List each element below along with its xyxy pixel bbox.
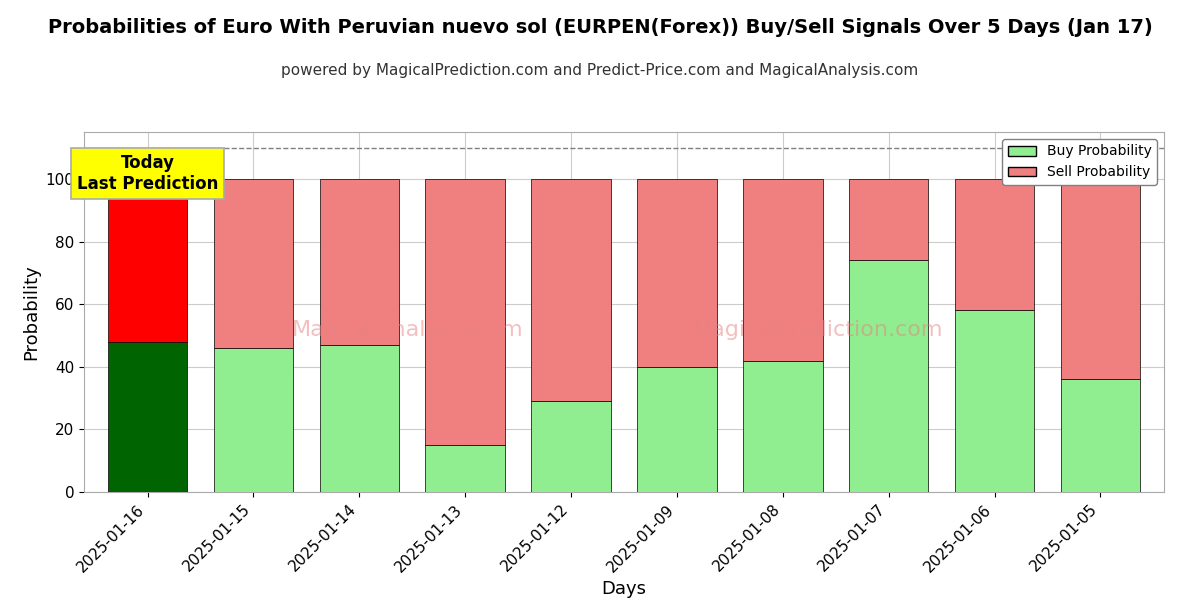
Bar [850, 260, 929, 492]
Bar [955, 179, 1034, 310]
Bar [955, 310, 1034, 492]
Bar [1061, 179, 1140, 379]
Text: Probabilities of Euro With Peruvian nuevo sol (EURPEN(Forex)) Buy/Sell Signals O: Probabilities of Euro With Peruvian nuev… [48, 18, 1152, 37]
Bar [214, 179, 293, 348]
Bar [532, 179, 611, 401]
Bar [743, 179, 822, 361]
Text: MagicalPrediction.com: MagicalPrediction.com [694, 320, 943, 340]
Bar [108, 179, 187, 342]
Text: Today
Last Prediction: Today Last Prediction [77, 154, 218, 193]
Bar [214, 348, 293, 492]
Y-axis label: Probability: Probability [22, 264, 40, 360]
Bar [426, 179, 505, 445]
X-axis label: Days: Days [601, 580, 647, 598]
Bar [1061, 379, 1140, 492]
Bar [108, 342, 187, 492]
Text: MagicalAnalysis.com: MagicalAnalysis.com [292, 320, 524, 340]
Bar [319, 345, 400, 492]
Bar [637, 179, 716, 367]
Legend: Buy Probability, Sell Probability: Buy Probability, Sell Probability [1002, 139, 1157, 185]
Bar [850, 179, 929, 260]
Bar [319, 179, 400, 345]
Bar [637, 367, 716, 492]
Bar [426, 445, 505, 492]
Bar [743, 361, 822, 492]
Text: powered by MagicalPrediction.com and Predict-Price.com and MagicalAnalysis.com: powered by MagicalPrediction.com and Pre… [281, 63, 919, 78]
Bar [532, 401, 611, 492]
